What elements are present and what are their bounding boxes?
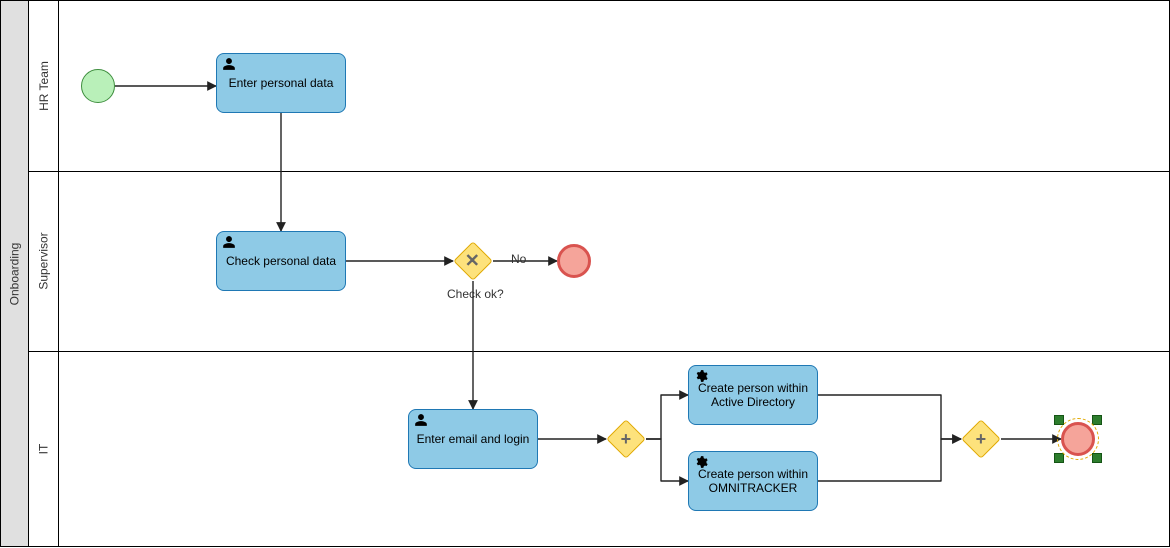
gateway-x-icon: ✕ <box>465 251 480 272</box>
task-label: Enter email and login <box>417 432 530 446</box>
lane-divider <box>29 351 1169 352</box>
task-label: Check personal data <box>226 254 336 268</box>
gear-icon <box>694 369 708 386</box>
edges-layer <box>1 1 1170 548</box>
task-label: Create person within Active Directory <box>693 381 813 409</box>
gear-icon <box>694 455 708 472</box>
task-enter-email-login[interactable]: Enter email and login <box>408 409 538 469</box>
pool-label-text: Onboarding <box>8 242 22 305</box>
edge-label-no: No <box>511 252 526 266</box>
task-enter-personal-data[interactable]: Enter personal data <box>216 53 346 113</box>
selection-handle[interactable] <box>1092 415 1102 425</box>
user-icon <box>414 413 428 430</box>
task-create-person-omnitracker[interactable]: Create person within OMNITRACKER <box>688 451 818 511</box>
gateway-label-check-ok: Check ok? <box>447 287 504 301</box>
task-check-personal-data[interactable]: Check personal data <box>216 231 346 291</box>
selection-handle[interactable] <box>1054 453 1064 463</box>
pool-label: Onboarding <box>1 1 29 546</box>
task-label: Create person within OMNITRACKER <box>693 467 813 495</box>
task-create-person-ad[interactable]: Create person within Active Directory <box>688 365 818 425</box>
bpmn-diagram: Onboarding HR Team Supervisor IT Enter p… <box>0 0 1170 547</box>
task-label: Enter personal data <box>229 76 334 90</box>
gateway-plus-icon: + <box>976 428 987 449</box>
selection-handle[interactable] <box>1092 453 1102 463</box>
lane-label-it: IT <box>29 351 59 546</box>
gateway-parallel-join[interactable]: + <box>961 419 1001 459</box>
gateway-exclusive-check-ok[interactable]: ✕ <box>453 241 493 281</box>
lane-label-hr-text: HR Team <box>37 61 51 111</box>
lane-label-it-text: IT <box>36 443 50 454</box>
lane-label-supervisor-text: Supervisor <box>37 232 51 289</box>
lane-label-hr: HR Team <box>29 1 59 171</box>
start-event[interactable] <box>81 69 115 103</box>
gateway-plus-icon: + <box>621 428 632 449</box>
end-event-no[interactable] <box>557 244 591 278</box>
selection-outline <box>1057 418 1099 460</box>
gateway-parallel-split[interactable]: + <box>606 419 646 459</box>
user-icon <box>222 57 236 74</box>
lane-divider <box>29 171 1169 172</box>
user-icon <box>222 235 236 252</box>
lane-label-supervisor: Supervisor <box>29 171 59 351</box>
